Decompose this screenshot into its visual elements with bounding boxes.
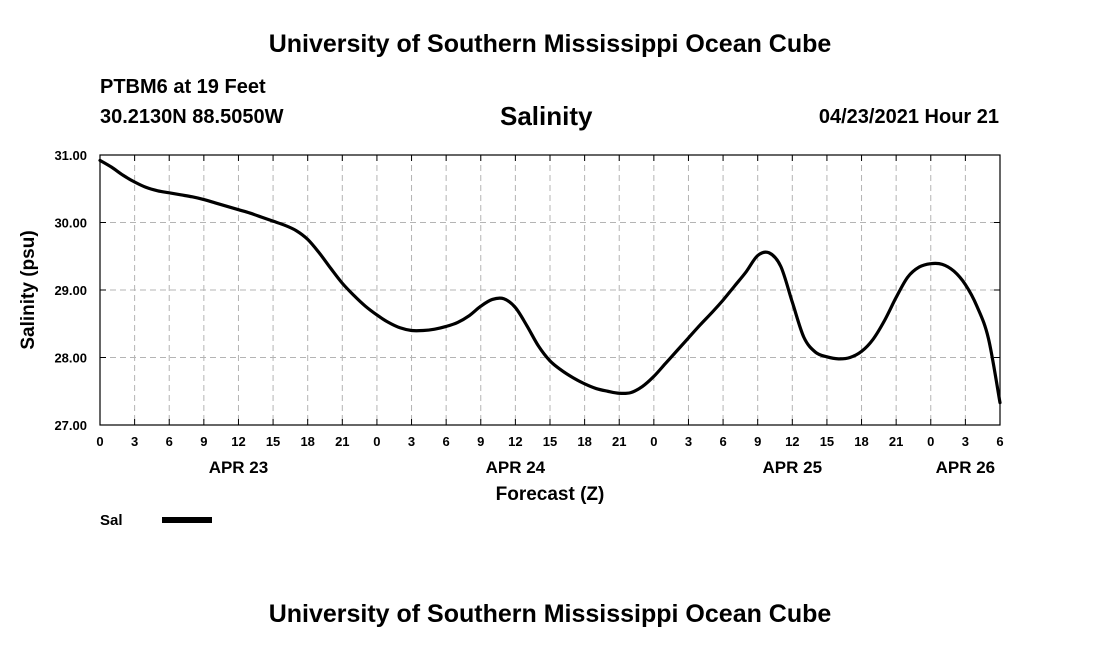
x-tick-label: 21: [335, 434, 349, 449]
x-tick-label: 0: [96, 434, 103, 449]
x-tick-label: 9: [200, 434, 207, 449]
x-tick-label: 18: [300, 434, 314, 449]
x-axis-day-labels: APR 23 APR 24 APR 25 APR 26: [209, 458, 995, 477]
y-tick-label: 28.00: [54, 351, 87, 366]
x-tick-label: 0: [373, 434, 380, 449]
x-tick-label: 0: [650, 434, 657, 449]
x-tick-label: 9: [754, 434, 761, 449]
x-tick-label: 12: [785, 434, 799, 449]
x-tick-label: 6: [996, 434, 1003, 449]
x-day-label: APR 23: [209, 458, 269, 477]
grid-lines: [100, 155, 1000, 425]
x-day-label: APR 25: [763, 458, 823, 477]
x-tick-label: 9: [477, 434, 484, 449]
y-axis-ticks: 31.00 30.00 29.00 28.00 27.00: [54, 148, 1000, 433]
forecast-datetime: 04/23/2021 Hour 21: [818, 106, 999, 128]
x-tick-label: 12: [231, 434, 245, 449]
legend-label: Sal: [100, 512, 123, 529]
x-tick-label: 15: [820, 434, 834, 449]
station-name: PTBM6 at 19 Feet: [100, 76, 266, 98]
x-tick-label: 15: [266, 434, 280, 449]
x-tick-label: 18: [854, 434, 868, 449]
y-tick-label: 27.00: [54, 418, 87, 433]
x-tick-label: 21: [889, 434, 903, 449]
x-axis-label: Forecast (Z): [496, 484, 605, 505]
y-tick-label: 30.00: [54, 216, 87, 231]
x-day-label: APR 24: [486, 458, 546, 477]
x-tick-label: 3: [131, 434, 138, 449]
y-tick-label: 31.00: [54, 148, 87, 163]
y-axis-label: Salinity (psu): [18, 230, 39, 349]
x-tick-label: 12: [508, 434, 522, 449]
x-tick-label: 3: [685, 434, 692, 449]
x-tick-label: 18: [577, 434, 591, 449]
x-tick-label: 6: [166, 434, 173, 449]
chart-title: Salinity: [500, 101, 593, 131]
y-tick-label: 29.00: [54, 283, 87, 298]
salinity-series-line: [98, 158, 1002, 405]
x-tick-label: 21: [612, 434, 626, 449]
x-tick-label: 6: [443, 434, 450, 449]
x-tick-label: 15: [543, 434, 557, 449]
x-tick-label: 3: [962, 434, 969, 449]
page-title: University of Southern Mississippi Ocean…: [268, 30, 832, 58]
x-axis-ticks: 0 3 6 9 12 15 18 21 0 3 6 9 12 15 18 21 0 3 6 9 12 15 18 21 0 3 6: [96, 155, 1004, 449]
x-day-label: APR 26: [936, 458, 996, 477]
x-tick-label: 6: [719, 434, 726, 449]
x-tick-label: 0: [927, 434, 934, 449]
footer-title: University of Southern Mississippi Ocean…: [268, 600, 832, 628]
x-tick-label: 3: [408, 434, 415, 449]
station-coordinates: 30.2130N 88.5050W: [100, 106, 284, 128]
